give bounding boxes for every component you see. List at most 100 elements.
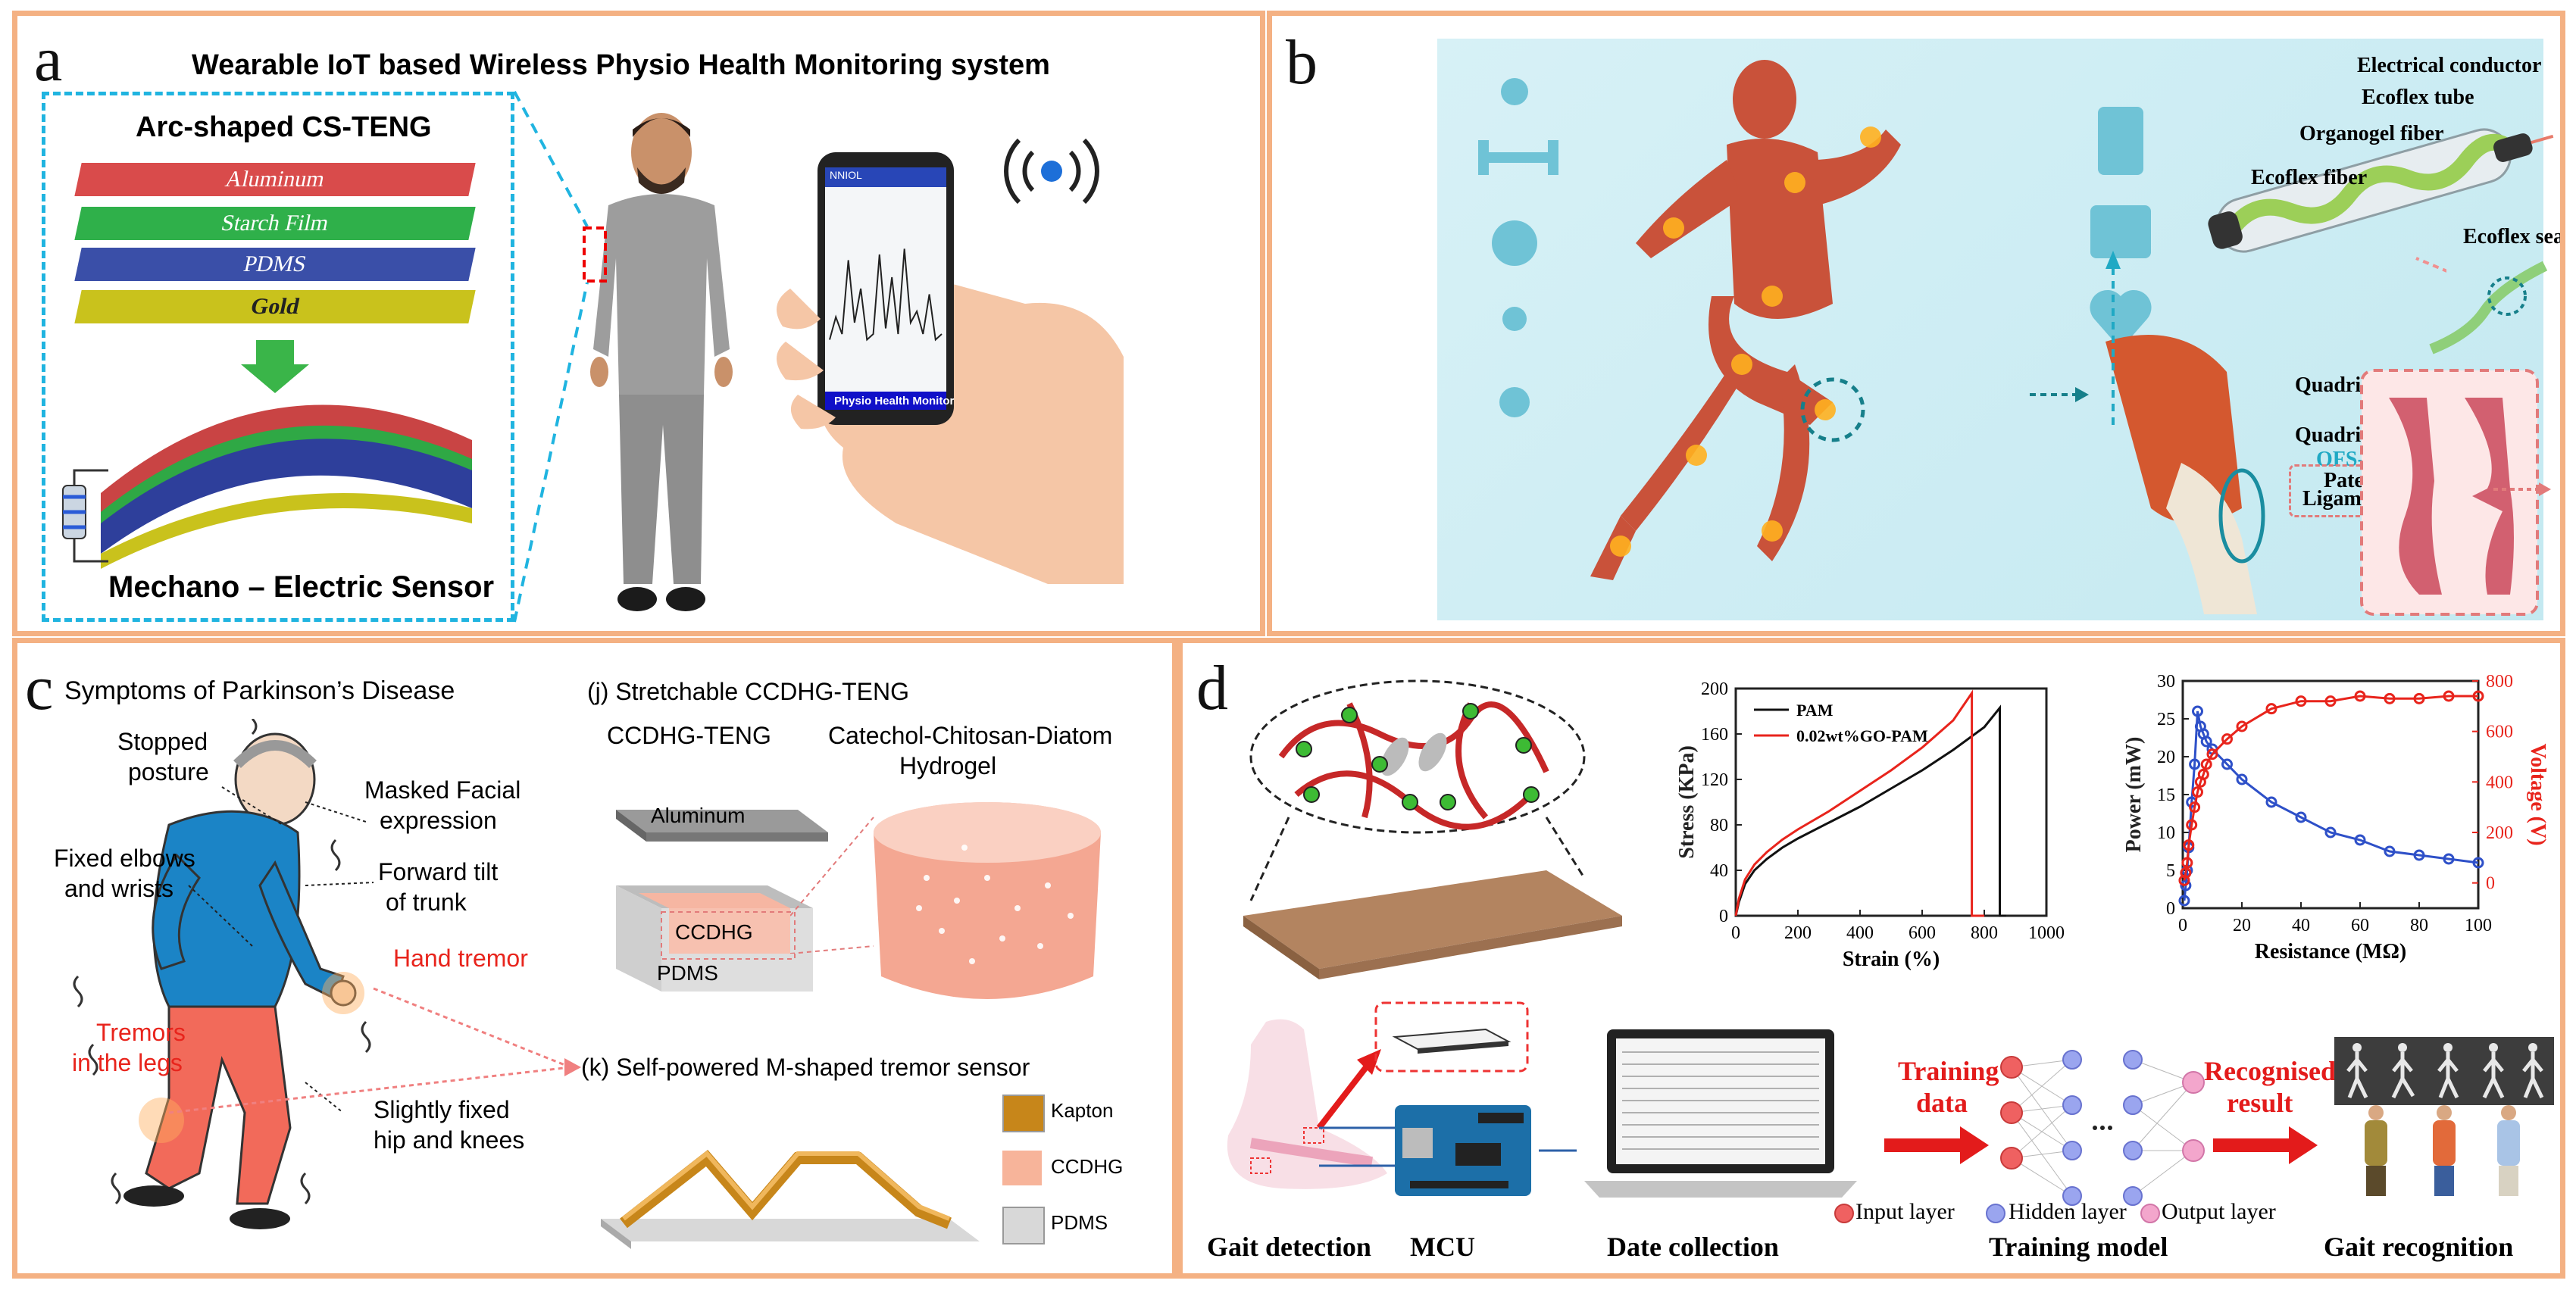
series-1-point: [2413, 692, 2425, 704]
sensor-title: (k) Self-powered M-shaped tremor sensor: [581, 1054, 1030, 1081]
flow-label-mcu: MCU: [1410, 1232, 1475, 1262]
symptom-legs-2: in the legs: [72, 1049, 183, 1076]
y-right-axis-label: Voltage (V): [2526, 743, 2546, 845]
phone-graph: [829, 248, 943, 342]
series-line-0: [1734, 704, 2006, 917]
series-1-point: [2324, 695, 2337, 707]
knee-arrow: [2030, 387, 2089, 402]
arrow-label-result-1: Recognised: [2204, 1056, 2336, 1086]
teng-subtitle: CCDHG-TENG: [607, 722, 771, 749]
fiber-label-ecoflex-tube: Ecoflex tube: [2362, 86, 2474, 109]
symptom-hip-1: Slightly fixed: [374, 1096, 510, 1123]
legend-kapton: Kapton: [1051, 1099, 1114, 1122]
series-1-point: [2295, 695, 2307, 707]
series-line-0: [2183, 710, 2479, 901]
legend-pdms: PDMS: [1051, 1211, 1108, 1234]
y-axis-label: Power (mW): [2122, 737, 2146, 853]
y-tick-label: 25: [2157, 710, 2175, 729]
neural-network: [2000, 1050, 2205, 1206]
person-illustration: [583, 113, 733, 611]
flow-label-training-model: Training model: [1989, 1232, 2168, 1262]
x-tick-label: 20: [2233, 916, 2251, 935]
hydrogel-network: [1243, 679, 1622, 979]
flow-label-gait-detection: Gait detection: [1207, 1232, 1371, 1262]
panel-c: c Symptoms of Parkinson’s Disease: [12, 638, 1177, 1279]
legend-hidden-layer: Hidden layer: [2009, 1199, 2127, 1224]
x-tick-label: 1000: [2028, 923, 2065, 943]
series-1-point: [2221, 733, 2233, 745]
x-tick-label: 60: [2351, 916, 2369, 935]
x-axis-label: Resistance (MΩ): [2255, 940, 2406, 963]
legend-ccdhg-swatch: [1002, 1151, 1042, 1185]
series-1-point: [2472, 690, 2484, 702]
symptom-elbows-2: and wrists: [64, 875, 174, 902]
plot-frame: [1734, 687, 2048, 917]
legend-input-layer: Input layer: [1855, 1199, 1955, 1224]
ccdhg-teng-box: [616, 810, 828, 992]
series-0-point: [2221, 758, 2233, 770]
symptom-legs-1: Tremors: [96, 1019, 186, 1046]
series-1-point: [2354, 690, 2366, 702]
symptom-stopped-1: Stopped: [117, 728, 208, 755]
legend-pdms-swatch: [1002, 1207, 1045, 1244]
y-tick-label: 80: [1710, 816, 1728, 835]
device-title: Arc-shaped CS-TENG: [136, 111, 432, 143]
device-callout-box: [42, 92, 514, 622]
callout-lines: [513, 91, 589, 623]
box-label-pdms: PDMS: [657, 961, 718, 985]
y-axis-label: Stress (KPa): [1675, 745, 1699, 859]
y-right-tick-label: 600: [2486, 723, 2513, 742]
symptom-hip-2: hip and knees: [374, 1126, 525, 1154]
series-1-point: [2200, 758, 2212, 770]
series-0-point: [2472, 857, 2484, 869]
series-0-point: [2265, 796, 2277, 808]
box-label-ccdhg: CCDHG: [675, 920, 753, 944]
arc-sensor-drawing: [62, 340, 472, 569]
series-0-point: [2189, 758, 2201, 770]
series-1-point: [2265, 703, 2277, 715]
fiber-label-ecoflex-fiber: Ecoflex fiber: [2251, 166, 2368, 189]
series-line-1: [2183, 695, 2478, 881]
symptom-hand-tremor: Hand tremor: [393, 945, 528, 972]
series-0-point: [2354, 834, 2366, 846]
phone-in-hand: [777, 152, 1124, 584]
series-1-point: [2180, 867, 2192, 879]
fiber-connector-arrows: [2106, 251, 2446, 425]
y-right-tick-label: 0: [2486, 874, 2495, 894]
series-1-point: [2236, 720, 2248, 732]
series-0-point: [2413, 849, 2425, 861]
series-1-point: [2183, 839, 2195, 851]
series-line-1: [1734, 689, 1984, 917]
symptom-masked-1: Masked Facial: [364, 776, 521, 804]
panel-a: a Wearable IoT based Wireless Physio Hea…: [12, 11, 1265, 636]
hydrogel-label-1: Catechol-Chitosan-Diatom: [828, 722, 1113, 749]
y-tick-label: 10: [2157, 823, 2175, 843]
x-tick-label: 80: [2410, 916, 2428, 935]
series-1-point: [2178, 874, 2190, 886]
series-1-point: [2197, 768, 2209, 780]
legend-hidden-dot: [1986, 1204, 2005, 1223]
arrow-label-result-2: result: [2227, 1088, 2293, 1118]
legend-label-1: 0.02wt%GO-PAM: [1796, 726, 1928, 745]
series-1-point: [2192, 786, 2203, 798]
phone-footer: Physio Health Monitor: [834, 395, 955, 408]
hydrogel-zoom-lines: [790, 817, 874, 954]
layer-gold: Gold: [74, 290, 476, 323]
series-0-point: [2324, 826, 2337, 838]
panel-c-title: Symptoms of Parkinson’s Disease: [64, 676, 455, 705]
symptom-leader-lines: [168, 786, 581, 1114]
series-1-point: [2186, 819, 2198, 831]
arrow-label-training-1: Training: [1898, 1056, 1999, 1086]
series-1-point: [2189, 801, 2201, 814]
series-0-point: [2200, 735, 2212, 748]
legend-ccdhg: CCDHG: [1051, 1155, 1124, 1178]
parkinson-man: [73, 719, 371, 1229]
y-tick-label: 5: [2166, 861, 2175, 881]
health-icons: [2090, 107, 2152, 349]
runner-anatomy: [1590, 60, 1901, 580]
arduino-board: [1395, 1105, 1531, 1196]
plot-frame: [2181, 679, 2480, 910]
mcu-wires: [1319, 1126, 1577, 1167]
legend-kapton-swatch: [1002, 1095, 1045, 1132]
torn-ligament: [2360, 369, 2539, 616]
